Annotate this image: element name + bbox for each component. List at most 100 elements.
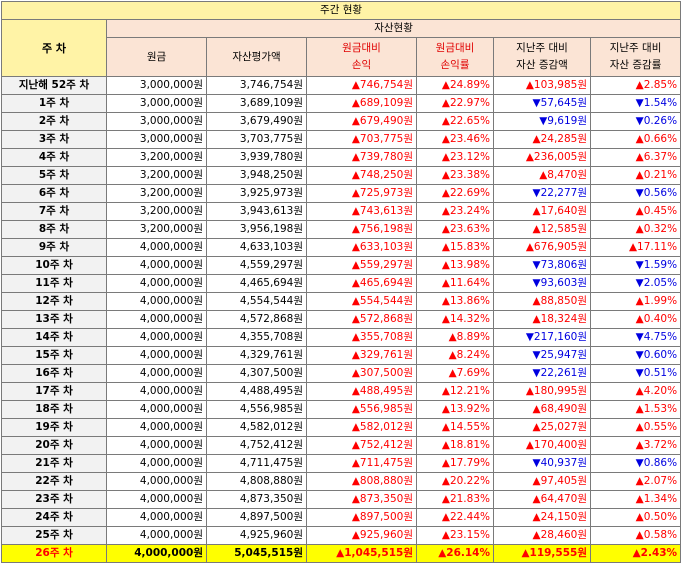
week-cell[interactable]: 6주 차	[1, 184, 107, 203]
principal-cell[interactable]: 3,000,000원	[106, 130, 207, 149]
week-cell[interactable]: 7주 차	[1, 202, 107, 221]
asset-change-cell[interactable]: ▼25,947원	[493, 346, 591, 365]
profit-rate-cell[interactable]: ▲20.22%	[416, 472, 494, 491]
week-cell[interactable]: 10주 차	[1, 256, 107, 275]
valuation-cell[interactable]: 4,554,544원	[206, 292, 307, 311]
asset-change-cell[interactable]: ▲64,470원	[493, 490, 591, 509]
principal-cell[interactable]: 3,200,000원	[106, 220, 207, 239]
profit-amount-column-header[interactable]: 원금대비 손익	[306, 37, 417, 77]
asset-change-rate-cell[interactable]: ▼1.59%	[589, 256, 681, 275]
asset-change-rate-cell[interactable]: ▼0.56%	[589, 184, 681, 203]
asset-change-cell[interactable]: ▼217,160원	[493, 328, 591, 347]
week-cell[interactable]: 14주 차	[1, 328, 107, 347]
asset-change-rate-cell[interactable]: ▲0.55%	[589, 418, 681, 437]
principal-cell[interactable]: 4,000,000원	[106, 382, 207, 401]
profit-amount-cell[interactable]: ▲711,475원	[306, 454, 417, 473]
week-cell[interactable]: 11주 차	[1, 274, 107, 293]
principal-cell[interactable]: 4,000,000원	[106, 472, 207, 491]
profit-amount-cell[interactable]: ▲554,544원	[306, 292, 417, 311]
asset-change-cell[interactable]: ▲97,405원	[493, 472, 591, 491]
principal-cell[interactable]: 4,000,000원	[106, 526, 207, 545]
asset-change-cell[interactable]: ▲28,460원	[493, 526, 591, 545]
asset-change-cell[interactable]: ▲676,905원	[493, 238, 591, 257]
profit-rate-cell[interactable]: ▲18.81%	[416, 436, 494, 455]
asset-change-cell[interactable]: ▼40,937원	[493, 454, 591, 473]
profit-amount-cell[interactable]: ▲559,297원	[306, 256, 417, 275]
asset-change-cell[interactable]: ▼57,645원	[493, 94, 591, 113]
profit-amount-cell[interactable]: ▲703,775원	[306, 130, 417, 149]
valuation-cell[interactable]: 4,925,960원	[206, 526, 307, 545]
profit-rate-cell[interactable]: ▲22.97%	[416, 94, 494, 113]
week-cell[interactable]: 20주 차	[1, 436, 107, 455]
profit-rate-cell[interactable]: ▲14.32%	[416, 310, 494, 329]
profit-rate-cell[interactable]: ▲13.98%	[416, 256, 494, 275]
week-cell[interactable]: 19주 차	[1, 418, 107, 437]
profit-amount-cell[interactable]: ▲582,012원	[306, 418, 417, 437]
week-cell[interactable]: 2주 차	[1, 112, 107, 131]
principal-cell[interactable]: 3,200,000원	[106, 184, 207, 203]
week-cell[interactable]: 3주 차	[1, 130, 107, 149]
profit-amount-cell[interactable]: ▲556,985원	[306, 400, 417, 419]
asset-change-rate-cell[interactable]: ▲6.37%	[589, 148, 681, 167]
valuation-cell[interactable]: 3,689,109원	[206, 94, 307, 113]
asset-change-rate-cell[interactable]: ▲2.85%	[589, 76, 681, 95]
week-cell[interactable]: 22주 차	[1, 472, 107, 491]
valuation-cell[interactable]: 4,633,103원	[206, 238, 307, 257]
valuation-column-header[interactable]: 자산평가액	[206, 37, 307, 77]
asset-change-rate-column-header[interactable]: 지난주 대비 자산 증감률	[589, 37, 681, 77]
asset-change-cell[interactable]: ▲180,995원	[493, 382, 591, 401]
valuation-cell[interactable]: 4,329,761원	[206, 346, 307, 365]
week-cell[interactable]: 지난해 52주 차	[1, 76, 107, 95]
asset-change-column-header[interactable]: 지난주 대비 자산 증감액	[493, 37, 591, 77]
profit-rate-cell[interactable]: ▲15.83%	[416, 238, 494, 257]
asset-change-cell[interactable]: ▲12,585원	[493, 220, 591, 239]
sheet-title[interactable]: 주간 현황	[0, 1, 681, 20]
asset-change-cell[interactable]: ▼73,806원	[493, 256, 591, 275]
valuation-cell[interactable]: 4,488,495원	[206, 382, 307, 401]
week-cell[interactable]: 25주 차	[1, 526, 107, 545]
valuation-cell[interactable]: 4,572,868원	[206, 310, 307, 329]
profit-rate-cell[interactable]: ▲24.89%	[416, 76, 494, 95]
profit-rate-cell[interactable]: ▲23.38%	[416, 166, 494, 185]
asset-change-cell[interactable]: ▲236,005원	[493, 148, 591, 167]
valuation-cell[interactable]: 3,925,973원	[206, 184, 307, 203]
profit-rate-cell[interactable]: ▲23.12%	[416, 148, 494, 167]
principal-cell[interactable]: 3,000,000원	[106, 76, 207, 95]
valuation-cell[interactable]: 4,582,012원	[206, 418, 307, 437]
profit-amount-cell[interactable]: ▲925,960원	[306, 526, 417, 545]
week-cell[interactable]: 5주 차	[1, 166, 107, 185]
week-cell[interactable]: 9주 차	[1, 238, 107, 257]
profit-amount-cell[interactable]: ▲752,412원	[306, 436, 417, 455]
profit-amount-cell[interactable]: ▲679,490원	[306, 112, 417, 131]
asset-change-cell[interactable]: ▼22,277원	[493, 184, 591, 203]
profit-rate-cell[interactable]: ▲22.65%	[416, 112, 494, 131]
week-cell[interactable]: 18주 차	[1, 400, 107, 419]
profit-rate-cell[interactable]: ▲21.83%	[416, 490, 494, 509]
asset-change-rate-cell[interactable]: ▲0.58%	[589, 526, 681, 545]
asset-change-rate-cell[interactable]: ▲1.34%	[589, 490, 681, 509]
principal-cell[interactable]: 4,000,000원	[106, 544, 207, 563]
valuation-cell[interactable]: 5,045,515원	[206, 544, 307, 563]
asset-change-rate-cell[interactable]: ▼0.26%	[589, 112, 681, 131]
valuation-cell[interactable]: 3,679,490원	[206, 112, 307, 131]
asset-change-rate-cell[interactable]: ▼0.86%	[589, 454, 681, 473]
profit-rate-cell[interactable]: ▲13.86%	[416, 292, 494, 311]
principal-cell[interactable]: 3,000,000원	[106, 112, 207, 131]
profit-amount-cell[interactable]: ▲689,109원	[306, 94, 417, 113]
profit-amount-cell[interactable]: ▲748,250원	[306, 166, 417, 185]
asset-change-cell[interactable]: ▲119,555원	[493, 544, 591, 563]
profit-rate-cell[interactable]: ▲23.46%	[416, 130, 494, 149]
profit-rate-cell[interactable]: ▲8.24%	[416, 346, 494, 365]
week-cell[interactable]: 24주 차	[1, 508, 107, 527]
asset-change-rate-cell[interactable]: ▲2.43%	[589, 544, 681, 563]
profit-rate-cell[interactable]: ▲14.55%	[416, 418, 494, 437]
asset-change-rate-cell[interactable]: ▲0.45%	[589, 202, 681, 221]
principal-cell[interactable]: 4,000,000원	[106, 256, 207, 275]
week-cell[interactable]: 13주 차	[1, 310, 107, 329]
principal-cell[interactable]: 4,000,000원	[106, 310, 207, 329]
profit-rate-cell[interactable]: ▲12.21%	[416, 382, 494, 401]
profit-amount-cell[interactable]: ▲572,868원	[306, 310, 417, 329]
profit-amount-cell[interactable]: ▲355,708원	[306, 328, 417, 347]
week-cell[interactable]: 12주 차	[1, 292, 107, 311]
principal-cell[interactable]: 4,000,000원	[106, 508, 207, 527]
